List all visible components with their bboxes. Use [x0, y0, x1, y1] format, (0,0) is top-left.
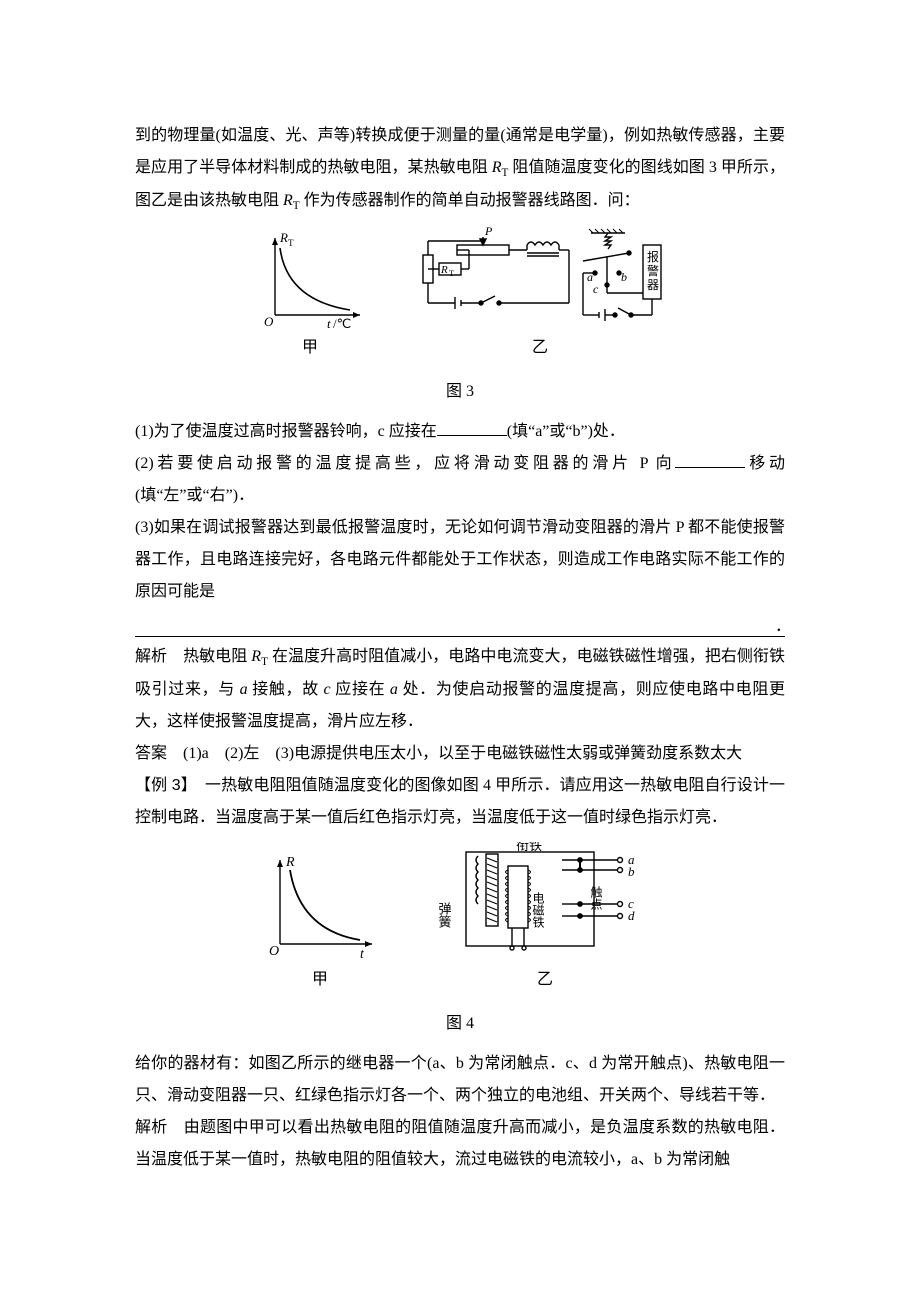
svg-text:R: R	[279, 230, 288, 245]
svg-text:t: t	[360, 947, 365, 962]
ex3-text: 一热敏电阻阻值随温度变化的图像如图 4 甲所示．请应用这一热敏电阻自行设计一控制…	[135, 777, 785, 826]
svg-text:b: b	[621, 270, 627, 284]
figure-4: R O t 甲 弹簧	[135, 842, 785, 1004]
figure-3-right: P	[415, 225, 665, 372]
fig4-left-label: 甲	[260, 964, 380, 996]
figure-4-right: 弹簧	[430, 842, 660, 1004]
figure-3: R T O t /℃ 甲 P	[135, 225, 785, 372]
q1-text-a: (1)为了使温度过高时报警器铃响，c 应接在	[135, 423, 437, 440]
svg-text:R: R	[285, 855, 295, 870]
ex3-label: 【例 3】	[135, 777, 189, 794]
fig4-right-label: 乙	[430, 964, 660, 996]
svg-text:警: 警	[647, 263, 659, 278]
svg-text:电磁铁: 电磁铁	[531, 891, 545, 927]
svg-text:/℃: /℃	[333, 316, 351, 330]
alarm-circuit-icon: P	[415, 225, 665, 330]
svg-text:P: P	[484, 225, 493, 238]
analysis2-text: 由题图中甲可以看出热敏电阻的阻值随温度升高而减小，是负温度系数的热敏电阻．当温度…	[135, 1119, 785, 1168]
period: ．	[775, 611, 791, 643]
question-1: (1)为了使温度过高时报警器铃响，c 应接在 (填“a”或“b”)处．	[135, 416, 785, 448]
materials: 给你的器材有：如图乙所示的继电器一个(a、b 为常闭触点．c、d 为常开触点)、…	[135, 1048, 785, 1112]
svg-text:T: T	[288, 238, 294, 248]
analysis-2: 解析 由题图中甲可以看出热敏电阻的阻值随温度升高而减小，是负温度系数的热敏电阻．…	[135, 1112, 785, 1176]
figure-3-left: R T O t /℃ 甲	[255, 230, 365, 372]
svg-text:触点: 触点	[589, 885, 603, 909]
question-2: (2)若要使启动报警的温度提高些，应将滑动变阻器的滑片 P 向移动(填“左”或“…	[135, 448, 785, 512]
blank-1	[437, 419, 507, 436]
blank-3	[135, 616, 785, 637]
analysis2-label: 解析	[135, 1119, 168, 1136]
origin-label: O	[264, 314, 274, 329]
svg-text:b: b	[628, 864, 635, 879]
svg-text:报: 报	[647, 249, 659, 264]
figure-4-left: R O t 甲	[260, 852, 380, 1004]
fig3-right-label: 乙	[415, 332, 665, 364]
graph-r-icon: R O t	[260, 852, 380, 962]
svg-text:器: 器	[647, 278, 659, 292]
q2-text-a: (2)若要使启动报警的温度提高些，应将滑动变阻器的滑片 P 向	[135, 455, 675, 472]
svg-text:T: T	[449, 269, 454, 278]
analysis-1: 解析 热敏电阻 RT 在温度升高时阻值减小，电路中电流变大，电磁铁磁性增强，把右…	[135, 641, 785, 738]
svg-text:d: d	[628, 908, 635, 923]
svg-text:弹簧: 弹簧	[437, 902, 452, 928]
graph-rt-icon: R T O t /℃	[255, 230, 365, 330]
fig4-caption: 图 4	[135, 1008, 785, 1040]
answer-text: (1)a (2)左 (3)电源提供电压太小，以至于电磁铁磁性太弱或弹簧劲度系数太…	[167, 745, 742, 762]
svg-text:t: t	[327, 316, 331, 330]
answer: 答案 (1)a (2)左 (3)电源提供电压太小，以至于电磁铁磁性太弱或弹簧劲度…	[135, 738, 785, 770]
answer-label: 答案	[135, 745, 167, 762]
fig3-left-label: 甲	[255, 332, 365, 364]
fig3-caption: 图 3	[135, 376, 785, 408]
question-3: (3)如果在调试报警器达到最低报警温度时，无论如何调节滑动变阻器的滑片 P 都不…	[135, 512, 785, 608]
q1-text-b: (填“a”或“b”)处．	[507, 423, 625, 440]
blank-2	[675, 451, 745, 468]
svg-text:衔铁: 衔铁	[516, 842, 542, 853]
example-3: 【例 3】 一热敏电阻阻值随温度变化的图像如图 4 甲所示．请应用这一热敏电阻自…	[135, 770, 785, 834]
svg-text:O: O	[269, 944, 279, 959]
svg-text:c: c	[593, 282, 599, 296]
svg-text:R: R	[440, 264, 448, 276]
intro-paragraph: 到的物理量(如温度、光、声等)转换成便于测量的量(通常是电学量)，例如热敏传感器…	[135, 120, 785, 217]
analysis-label: 解析	[135, 648, 167, 665]
relay-icon: 弹簧	[430, 842, 660, 962]
